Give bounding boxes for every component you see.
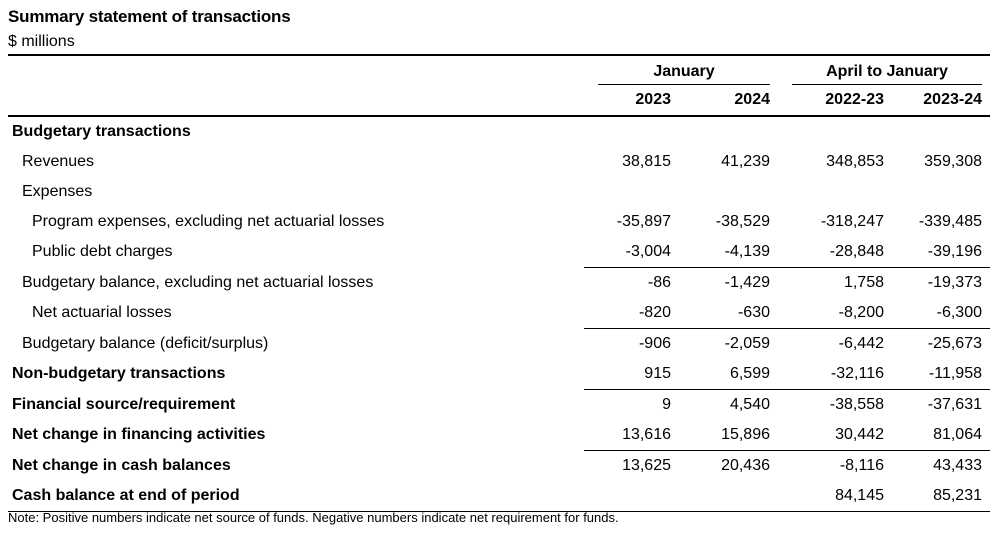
table-row: Net actuarial losses -820 -630 -8,200 -6… (8, 298, 990, 329)
table-row: Budgetary transactions (8, 116, 990, 147)
table-row: Non-budgetary transactions 915 6,599 -32… (8, 359, 990, 390)
row-value: 41,239 (721, 153, 770, 170)
header-year-row: 2023 2024 2022-23 2023-24 (8, 85, 990, 117)
table-row: Expenses (8, 177, 990, 207)
row-label: Net actuarial losses (32, 304, 172, 322)
table-row: Revenues 38,815 41,239 348,853 359,308 (8, 147, 990, 177)
transactions-table: January April to January 2023 2024 2022-… (8, 54, 990, 512)
row-value (584, 177, 679, 207)
row-value: -8,116 (778, 450, 892, 481)
row-value: -906 (584, 328, 679, 359)
row-value: 359,308 (924, 153, 982, 170)
row-value (778, 116, 892, 147)
row-value: -19,373 (892, 267, 990, 298)
row-label: Public debt charges (32, 243, 173, 261)
row-value: -8,200 (838, 304, 884, 321)
row-value: 81,064 (933, 426, 982, 443)
row-value: 15,896 (721, 426, 770, 443)
row-value: -28,848 (829, 243, 884, 260)
row-value: 30,442 (835, 426, 884, 443)
header-group-label: January (598, 57, 770, 85)
row-value: -38,558 (778, 389, 892, 420)
row-label: Expenses (22, 183, 93, 200)
row-value: 4,540 (679, 389, 778, 420)
row-value (778, 177, 892, 207)
header-label-spacer (8, 85, 584, 117)
header-year: 2023 (584, 85, 679, 117)
row-value: 84,145 (778, 481, 892, 512)
header-year: 2022-23 (778, 85, 892, 117)
row-value: -86 (584, 267, 679, 298)
row-value: 13,616 (622, 426, 671, 443)
row-label: Financial source/requirement (12, 395, 236, 413)
row-label: Budgetary balance (deficit/surplus) (22, 334, 269, 352)
row-value: -37,631 (892, 389, 990, 420)
row-value: -4,139 (724, 243, 770, 260)
row-label: Program expenses, excluding net actuaria… (32, 213, 385, 230)
table-row: Public debt charges -3,004 -4,139 -28,84… (8, 237, 990, 268)
transactions-table-container: January April to January 2023 2024 2022-… (8, 54, 990, 512)
row-label: Cash balance at end of period (8, 481, 584, 512)
table-row: Financial source/requirement 9 4,540 -38… (8, 389, 990, 420)
row-value: -11,958 (928, 365, 982, 382)
row-value: 43,433 (892, 450, 990, 481)
header-year: 2023-24 (892, 85, 990, 117)
row-label: Net change in financing activities (12, 426, 266, 444)
row-value (584, 481, 679, 512)
row-label: Budgetary transactions (12, 123, 191, 140)
row-value: 38,815 (622, 153, 671, 170)
row-value (679, 481, 778, 512)
table-row: Net change in financing activities 13,61… (8, 420, 990, 451)
units-label: $ millions (8, 33, 75, 50)
row-value: -630 (737, 304, 770, 321)
row-label: Budgetary balance, excluding net actuari… (22, 273, 374, 291)
row-label: Non-budgetary transactions (12, 365, 226, 383)
row-value: -820 (638, 304, 671, 321)
row-value: 85,231 (892, 481, 990, 512)
table-row: Budgetary balance, excluding net actuari… (8, 267, 990, 298)
row-value: 348,853 (826, 153, 884, 170)
row-value: 915 (644, 365, 671, 382)
table-title: Summary statement of transactions (8, 7, 291, 26)
row-value: -25,673 (892, 328, 990, 359)
row-value: -339,485 (918, 213, 982, 230)
row-value: -318,247 (820, 213, 884, 230)
table-header: January April to January 2023 2024 2022-… (8, 54, 990, 117)
header-group-january: January (584, 54, 778, 85)
table-row: Cash balance at end of period 84,145 85,… (8, 481, 990, 512)
row-value (892, 116, 990, 147)
row-value: -38,529 (715, 213, 770, 230)
row-value: -6,442 (778, 328, 892, 359)
row-value: -6,300 (936, 304, 982, 321)
table-row: Program expenses, excluding net actuaria… (8, 207, 990, 237)
row-value: 20,436 (679, 450, 778, 481)
row-value: -35,897 (616, 213, 671, 230)
row-value: -39,196 (927, 243, 982, 260)
row-value (679, 177, 778, 207)
row-value (584, 116, 679, 147)
header-group-april-to-january: April to January (778, 54, 990, 85)
header-label-spacer (8, 54, 584, 85)
row-value: 9 (584, 389, 679, 420)
row-label: Net change in cash balances (12, 456, 231, 474)
row-value: -1,429 (679, 267, 778, 298)
header-group-label: April to January (792, 57, 982, 85)
table-row: Budgetary balance (deficit/surplus) -906… (8, 328, 990, 359)
row-value: -3,004 (625, 243, 671, 260)
table-body: Budgetary transactions Revenues 38,815 4… (8, 116, 990, 512)
header-year: 2024 (679, 85, 778, 117)
footnote: Note: Positive numbers indicate net sour… (8, 510, 619, 525)
table-row: Net change in cash balances 13,625 20,43… (8, 450, 990, 481)
row-value: -2,059 (679, 328, 778, 359)
row-value: 6,599 (729, 365, 770, 382)
header-group-row: January April to January (8, 54, 990, 85)
row-value (892, 177, 990, 207)
row-label: Revenues (22, 153, 95, 170)
row-value: 13,625 (584, 450, 679, 481)
row-value (679, 116, 778, 147)
row-value: -32,116 (830, 365, 884, 382)
row-value: 1,758 (778, 267, 892, 298)
